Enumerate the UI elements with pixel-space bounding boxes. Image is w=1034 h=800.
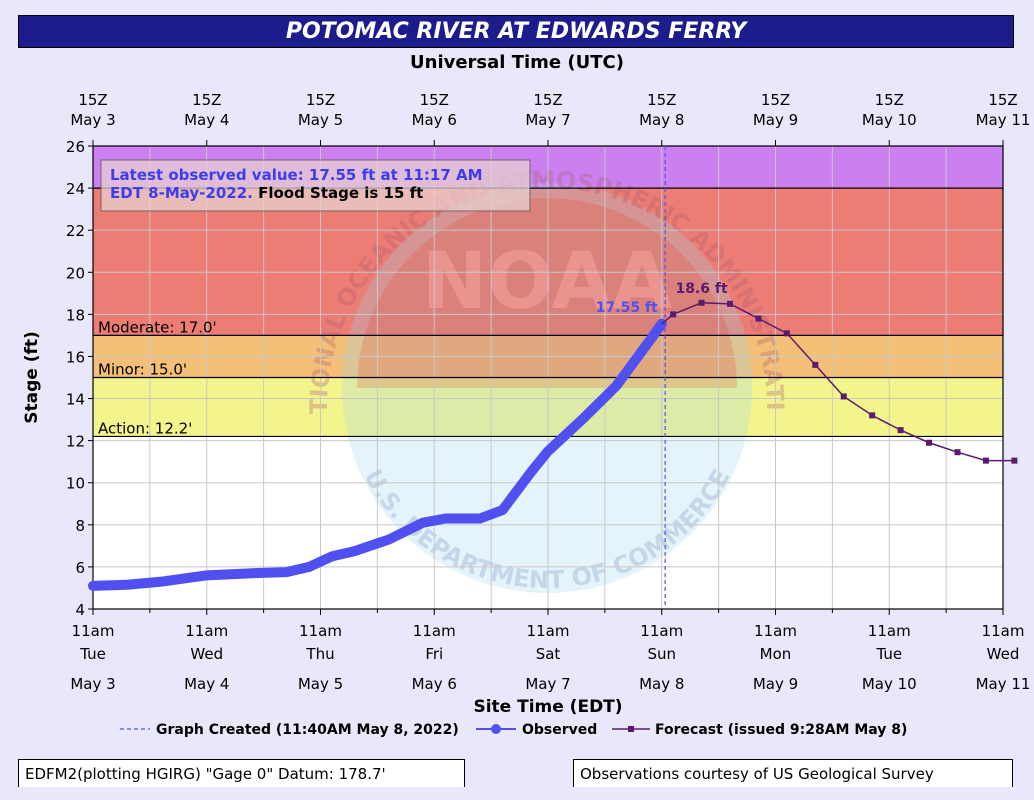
x-tick-date: May 7 xyxy=(525,675,570,693)
forecast-point xyxy=(982,457,989,464)
legend-forecast-marker xyxy=(628,726,634,732)
annotation-flood-stage: Flood Stage is 15 ft xyxy=(253,184,424,202)
legend: Graph Created (11:40AM May 8, 2022) Obser… xyxy=(120,722,907,738)
x-tick-day: Tue xyxy=(79,645,106,663)
watermark-upper-half xyxy=(357,198,737,388)
x-tick-time: 11am xyxy=(185,622,228,640)
top-tick-date: May 10 xyxy=(862,111,917,129)
x-tick-date: May 4 xyxy=(184,675,229,693)
x-tick-date: May 8 xyxy=(639,675,684,693)
x-tick-time: 11am xyxy=(982,622,1025,640)
annotation-line1: Latest observed value: 17.55 ft at 11:17… xyxy=(110,166,483,184)
forecast-point xyxy=(755,315,762,322)
x-tick-day: Fri xyxy=(425,645,443,663)
y-tick-label: 10 xyxy=(66,475,85,493)
legend-observed-label: Observed xyxy=(522,722,597,738)
observations-credit: Observations courtesy of US Geological S… xyxy=(573,759,1013,787)
x-tick-date: May 3 xyxy=(70,675,115,693)
x-tick-date: May 10 xyxy=(862,675,917,693)
threshold-label: Action: 12.2' xyxy=(98,419,192,437)
forecast-point xyxy=(926,439,933,446)
y-axis-label: Stage (ft) xyxy=(22,331,42,424)
datum-note: EDFM2(plotting HGIRG) "Gage 0" Datum: 17… xyxy=(18,759,465,787)
top-tick-time: 15Z xyxy=(988,91,1017,109)
legend-graph-created-label: Graph Created (11:40AM May 8, 2022) xyxy=(156,722,459,738)
y-tick-label: 6 xyxy=(75,559,85,577)
annotation-date: EDT 8-May-2022. xyxy=(110,184,253,202)
top-tick-time: 15Z xyxy=(875,91,904,109)
top-tick-date: May 7 xyxy=(525,111,570,129)
y-tick-label: 20 xyxy=(66,264,85,282)
y-tick-label: 18 xyxy=(66,306,85,324)
forecast-peak-label: 18.6 ft xyxy=(675,281,728,297)
x-tick-time: 11am xyxy=(527,622,570,640)
x-tick-date: May 6 xyxy=(412,675,457,693)
observed-series-line xyxy=(88,318,667,591)
forecast-point xyxy=(840,393,847,400)
x-tick-time: 11am xyxy=(413,622,456,640)
y-tick-label: 26 xyxy=(66,138,85,156)
y-tick-label: 4 xyxy=(75,601,85,619)
x-tick-time: 11am xyxy=(640,622,683,640)
x-tick-date: May 5 xyxy=(298,675,343,693)
x-axis-label: Site Time (EDT) xyxy=(473,697,622,717)
annotation-line2: EDT 8-May-2022. Flood Stage is 15 ft xyxy=(110,184,423,202)
observed-latest-label: 17.55 ft xyxy=(596,300,658,316)
top-tick-time: 15Z xyxy=(533,91,562,109)
annotation-box xyxy=(100,159,531,212)
x-tick-time: 11am xyxy=(754,622,797,640)
top-tick-time: 15Z xyxy=(761,91,790,109)
forecast-series-line xyxy=(661,302,1015,462)
x-tick-day: Mon xyxy=(760,645,792,663)
x-tick-day: Sat xyxy=(536,645,561,663)
threshold-label: Minor: 15.0' xyxy=(98,361,187,379)
top-tick-date: May 9 xyxy=(753,111,798,129)
top-tick-date: May 5 xyxy=(298,111,343,129)
top-tick-date: May 4 xyxy=(184,111,229,129)
top-tick-date: May 8 xyxy=(639,111,684,129)
x-tick-day: Wed xyxy=(987,645,1020,663)
y-tick-label: 22 xyxy=(66,222,85,240)
hydrograph-chart: NOAANATIONAL OCEANIC AND ATMOSPHERIC ADM… xyxy=(0,0,1031,738)
threshold-label: Moderate: 17.0' xyxy=(98,318,217,336)
top-tick-time: 15Z xyxy=(420,91,449,109)
y-tick-label: 16 xyxy=(66,348,85,366)
top-axis-title: Universal Time (UTC) xyxy=(410,52,624,73)
forecast-point xyxy=(670,311,677,318)
top-tick-time: 15Z xyxy=(306,91,335,109)
forecast-point xyxy=(897,427,904,434)
forecast-point xyxy=(1011,457,1018,464)
x-tick-day: Wed xyxy=(190,645,223,663)
forecast-point xyxy=(698,299,705,306)
y-tick-label: 12 xyxy=(66,433,85,451)
top-tick-date: May 3 xyxy=(70,111,115,129)
x-tick-time: 11am xyxy=(72,622,115,640)
x-tick-date: May 9 xyxy=(753,675,798,693)
forecast-point xyxy=(869,412,876,419)
x-tick-day: Sun xyxy=(647,645,676,663)
y-tick-label: 24 xyxy=(66,180,85,198)
forecast-point xyxy=(727,300,733,307)
latest-value-annotation: Latest observed value: 17.55 ft at 11:17… xyxy=(100,159,531,212)
forecast-point xyxy=(812,361,819,368)
x-tick-time: 11am xyxy=(868,622,911,640)
y-tick-label: 8 xyxy=(75,517,85,535)
top-tick-date: May 6 xyxy=(412,111,457,129)
top-tick-date: May 11 xyxy=(976,111,1031,129)
forecast-point xyxy=(783,330,790,337)
watermark-center-text: NOAA xyxy=(422,237,672,327)
legend-observed-marker xyxy=(491,724,501,734)
watermark-circle xyxy=(342,183,752,593)
x-tick-day: Thu xyxy=(305,645,334,663)
x-tick-day: Tue xyxy=(875,645,902,663)
forecast-point xyxy=(954,449,961,456)
y-tick-label: 14 xyxy=(66,391,85,409)
x-tick-date: May 11 xyxy=(976,675,1031,693)
top-tick-time: 15Z xyxy=(647,91,676,109)
top-tick-time: 15Z xyxy=(78,91,107,109)
top-tick-time: 15Z xyxy=(192,91,221,109)
legend-forecast-label: Forecast (issued 9:28AM May 8) xyxy=(655,722,907,738)
chart-title: POTOMAC RIVER AT EDWARDS FERRY xyxy=(18,15,1014,48)
x-tick-time: 11am xyxy=(299,622,342,640)
